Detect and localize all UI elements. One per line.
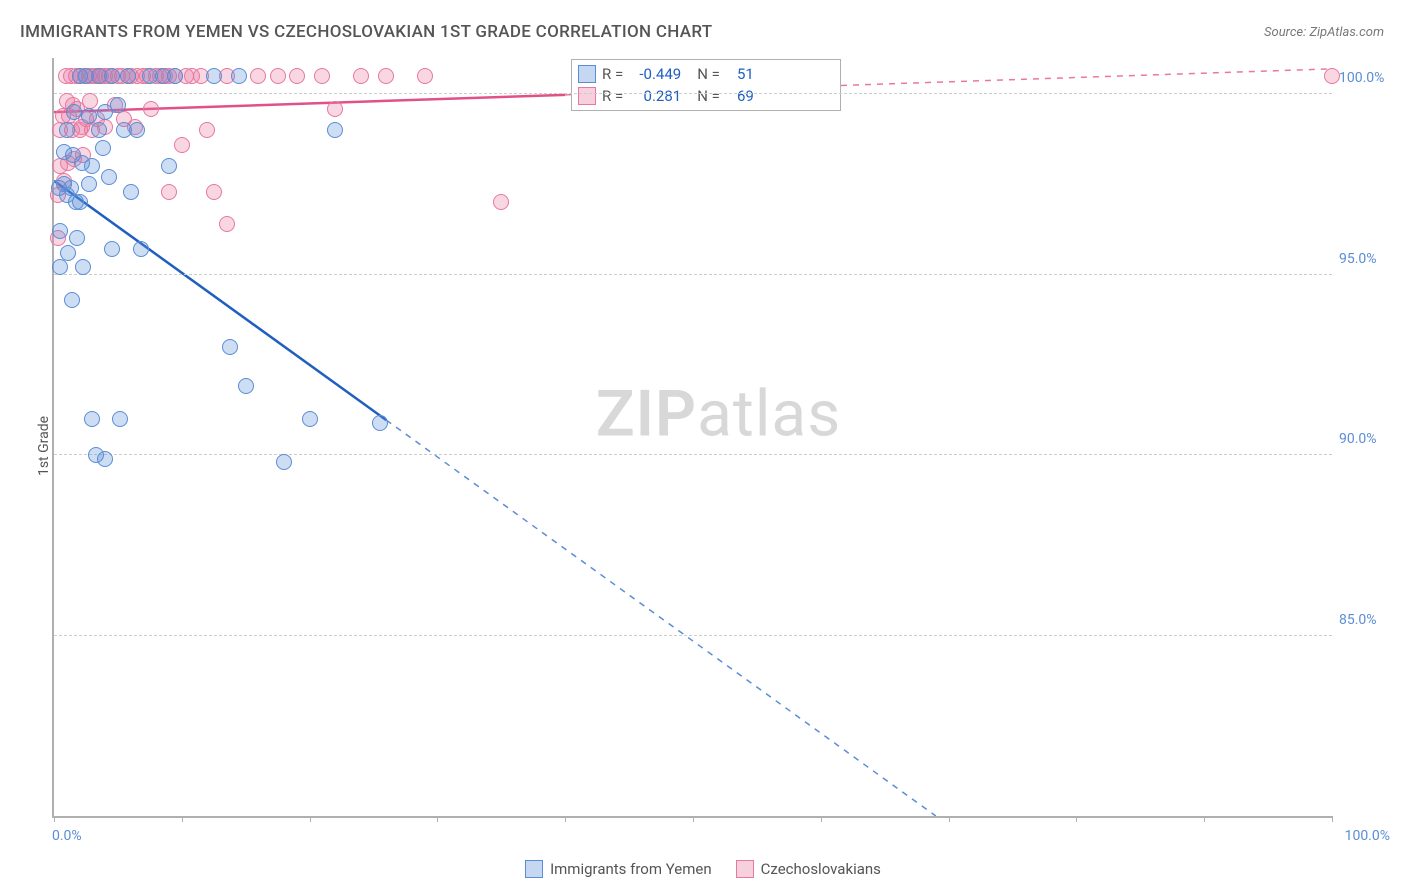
scatter-point-pink: [199, 122, 215, 138]
scatter-point-blue: [84, 411, 100, 427]
scatter-point-pink: [1324, 68, 1340, 84]
legend-swatch-pink: [736, 860, 754, 878]
series-legend-item-pink: Czechoslovakians: [736, 860, 881, 878]
source-credit: Source: ZipAtlas.com: [1264, 25, 1384, 40]
scatter-point-pink: [289, 68, 305, 84]
scatter-point-pink: [206, 184, 222, 200]
x-tick: [310, 816, 311, 822]
x-tick: [565, 816, 566, 822]
y-tick-label: 90.0%: [1339, 431, 1394, 447]
scatter-point-blue: [84, 158, 100, 174]
scatter-point-blue: [110, 97, 126, 113]
watermark: ZIPatlas: [596, 377, 841, 452]
chart-container: IMMIGRANTS FROM YEMEN VS CZECHOSLOVAKIAN…: [0, 0, 1406, 892]
scatter-point-blue: [104, 241, 120, 257]
series-legend: Immigrants from Yemen Czechoslovakians: [0, 860, 1406, 878]
scatter-point-blue: [97, 451, 113, 467]
scatter-point-blue: [72, 194, 88, 210]
scatter-point-pink: [161, 184, 177, 200]
plot-area: ZIPatlas R = -0.449 N = 51 R = 0.281 N =…: [52, 58, 1332, 818]
x-tick: [1204, 816, 1205, 822]
x-tick: [182, 816, 183, 822]
scatter-point-pink: [270, 68, 286, 84]
scatter-point-blue: [231, 68, 247, 84]
stats-legend-row-pink: R = 0.281 N = 69: [578, 85, 834, 107]
x-tick: [693, 816, 694, 822]
trend-lines: [54, 58, 1332, 816]
chart-title: IMMIGRANTS FROM YEMEN VS CZECHOSLOVAKIAN…: [20, 22, 712, 42]
scatter-point-pink: [378, 68, 394, 84]
scatter-point-pink: [174, 137, 190, 153]
x-tick: [821, 816, 822, 822]
scatter-point-blue: [238, 378, 254, 394]
y-tick-label: 100.0%: [1339, 70, 1394, 86]
scatter-point-blue: [69, 230, 85, 246]
y-axis-label: 1st Grade: [36, 416, 52, 476]
scatter-point-blue: [206, 68, 222, 84]
x-tick: [437, 816, 438, 822]
y-gridline: [54, 635, 1332, 636]
scatter-point-blue: [60, 245, 76, 261]
scatter-point-pink: [250, 68, 266, 84]
scatter-point-blue: [81, 108, 97, 124]
scatter-point-blue: [123, 184, 139, 200]
scatter-point-blue: [64, 292, 80, 308]
scatter-point-blue: [276, 454, 292, 470]
scatter-point-blue: [167, 68, 183, 84]
scatter-point-blue: [81, 176, 97, 192]
scatter-point-blue: [75, 259, 91, 275]
y-tick-label: 85.0%: [1339, 612, 1394, 628]
scatter-point-pink: [327, 101, 343, 117]
legend-swatch-blue: [578, 65, 596, 83]
x-tick: [1332, 816, 1333, 822]
scatter-point-blue: [327, 122, 343, 138]
x-tick: [1076, 816, 1077, 822]
scatter-point-blue: [52, 223, 68, 239]
legend-swatch-blue: [525, 860, 543, 878]
scatter-point-pink: [314, 68, 330, 84]
scatter-point-blue: [52, 259, 68, 275]
scatter-point-blue: [161, 158, 177, 174]
scatter-point-blue: [133, 241, 149, 257]
y-gridline: [54, 93, 1332, 94]
scatter-point-blue: [222, 339, 238, 355]
scatter-point-pink: [353, 68, 369, 84]
stats-legend-row-blue: R = -0.449 N = 51: [578, 63, 834, 85]
scatter-point-blue: [104, 68, 120, 84]
scatter-point-pink: [493, 194, 509, 210]
scatter-point-blue: [129, 122, 145, 138]
scatter-point-pink: [143, 101, 159, 117]
scatter-point-blue: [101, 169, 117, 185]
x-tick: [54, 816, 55, 822]
scatter-point-blue: [120, 68, 136, 84]
scatter-point-pink: [417, 68, 433, 84]
legend-swatch-pink: [578, 87, 596, 105]
series-legend-label: Czechoslovakians: [761, 860, 881, 878]
scatter-point-blue: [112, 411, 128, 427]
scatter-point-blue: [95, 140, 111, 156]
x-tick: [949, 816, 950, 822]
x-tick-label: 100.0%: [1345, 828, 1390, 844]
series-legend-label: Immigrants from Yemen: [550, 860, 712, 878]
scatter-point-blue: [372, 415, 388, 431]
y-tick-label: 95.0%: [1339, 251, 1394, 267]
stats-legend-box: R = -0.449 N = 51 R = 0.281 N = 69: [571, 59, 841, 111]
scatter-point-blue: [59, 122, 75, 138]
y-gridline: [54, 454, 1332, 455]
scatter-point-blue: [91, 122, 107, 138]
y-gridline: [54, 274, 1332, 275]
x-tick-label: 0.0%: [52, 828, 82, 844]
series-legend-item-blue: Immigrants from Yemen: [525, 860, 712, 878]
scatter-point-pink: [219, 216, 235, 232]
scatter-point-blue: [302, 411, 318, 427]
